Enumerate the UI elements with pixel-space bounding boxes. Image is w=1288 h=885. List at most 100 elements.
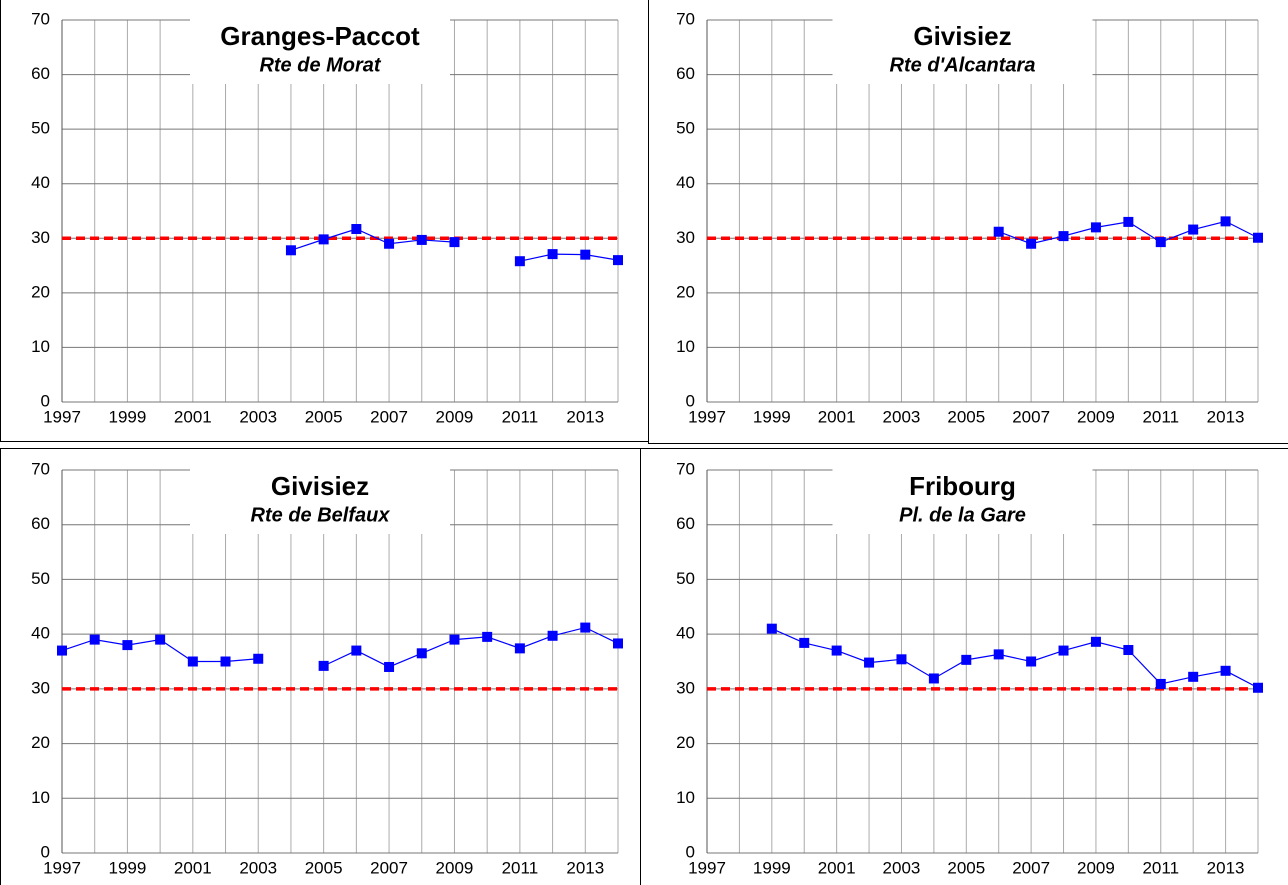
data-point — [285, 245, 296, 256]
x-tick-label: 2005 — [305, 858, 343, 877]
x-tick-label: 1997 — [688, 858, 726, 877]
x-tick-label: 2009 — [1077, 407, 1115, 426]
x-tick-label: 2007 — [370, 407, 408, 426]
y-tick-label: 0 — [686, 391, 695, 410]
data-point — [896, 654, 907, 665]
data-point — [799, 637, 810, 648]
chart-title: Granges-Paccot — [220, 21, 420, 51]
data-point — [416, 234, 427, 245]
x-tick-label: 2005 — [947, 858, 985, 877]
title-box — [190, 462, 450, 534]
data-point — [1253, 682, 1263, 693]
data-point — [1090, 636, 1101, 647]
y-tick-label: 60 — [31, 514, 50, 533]
y-tick-label: 70 — [676, 9, 695, 28]
y-tick-label: 20 — [676, 733, 695, 752]
y-tick-label: 50 — [676, 119, 695, 138]
y-tick-label: 10 — [676, 788, 695, 807]
title-box — [190, 12, 450, 84]
x-tick-label: 2011 — [502, 858, 539, 877]
data-point — [547, 249, 558, 260]
y-tick-label: 50 — [31, 569, 50, 588]
y-tick-label: 30 — [31, 228, 50, 247]
y-tick-label: 40 — [31, 173, 50, 192]
y-tick-label: 70 — [31, 459, 50, 478]
data-point — [1220, 216, 1231, 227]
x-tick-label: 2003 — [239, 858, 277, 877]
y-tick-label: 40 — [676, 173, 695, 192]
title-box — [832, 12, 1093, 84]
x-tick-label: 2005 — [305, 407, 343, 426]
data-point — [1253, 232, 1263, 243]
data-point — [613, 255, 623, 266]
data-point — [1058, 645, 1069, 656]
data-point — [1123, 216, 1134, 227]
data-point — [384, 661, 395, 672]
x-tick-label: 2013 — [566, 858, 604, 877]
data-point — [766, 623, 777, 634]
series-line — [771, 628, 1259, 689]
y-tick-label: 40 — [31, 624, 50, 643]
x-tick-label: 2007 — [1012, 407, 1050, 426]
chart-title: Givisiez — [271, 471, 369, 501]
data-point — [547, 630, 558, 641]
x-tick-label: 2009 — [1077, 858, 1115, 877]
x-tick-label: 2013 — [1207, 858, 1245, 877]
data-point — [449, 634, 460, 645]
x-tick-label: 1999 — [108, 407, 146, 426]
data-point — [864, 657, 875, 668]
x-tick-label: 2013 — [1207, 407, 1245, 426]
y-tick-label: 20 — [31, 282, 50, 301]
x-tick-label: 1997 — [43, 407, 81, 426]
x-tick-label: 2005 — [947, 407, 985, 426]
x-tick-label: 2009 — [436, 407, 474, 426]
y-tick-label: 50 — [31, 119, 50, 138]
data-point — [613, 638, 623, 649]
data-point — [253, 653, 264, 664]
data-point — [831, 645, 842, 656]
x-tick-label: 2003 — [883, 858, 921, 877]
chart-subtitle: Pl. de la Gare — [899, 504, 1026, 526]
data-point — [416, 648, 427, 659]
data-point — [482, 631, 493, 642]
data-point — [1155, 237, 1166, 248]
x-tick-label: 1999 — [753, 407, 791, 426]
y-tick-label: 70 — [676, 459, 695, 478]
series-line — [61, 626, 619, 668]
data-point — [89, 634, 100, 645]
y-tick-label: 10 — [31, 788, 50, 807]
data-point — [993, 226, 1004, 237]
x-tick-label: 1997 — [43, 858, 81, 877]
y-tick-label: 20 — [676, 282, 695, 301]
x-tick-label: 2003 — [883, 407, 921, 426]
data-point — [1058, 231, 1069, 242]
data-point — [351, 224, 362, 235]
x-tick-label: 2009 — [436, 858, 474, 877]
data-point — [993, 649, 1004, 660]
data-point — [351, 645, 362, 656]
y-tick-label: 50 — [676, 569, 695, 588]
x-tick-label: 2013 — [566, 407, 604, 426]
data-point — [449, 237, 460, 248]
y-tick-label: 20 — [31, 733, 50, 752]
chart-subtitle: Rte de Morat — [259, 54, 381, 76]
y-tick-label: 10 — [676, 337, 695, 356]
y-tick-label: 0 — [41, 842, 50, 861]
data-point — [1090, 222, 1101, 233]
x-tick-label: 2007 — [1012, 858, 1050, 877]
data-point — [122, 640, 133, 651]
x-tick-label: 2011 — [502, 407, 539, 426]
x-tick-label: 1997 — [688, 407, 726, 426]
chart-title: Fribourg — [909, 471, 1016, 501]
data-point — [155, 634, 166, 645]
data-point — [1188, 224, 1199, 235]
data-point — [961, 654, 972, 665]
x-tick-label: 2003 — [239, 407, 277, 426]
data-point — [1123, 645, 1134, 656]
y-tick-label: 0 — [686, 842, 695, 861]
data-point — [187, 656, 198, 667]
data-point — [1188, 671, 1199, 682]
data-point — [1155, 678, 1166, 689]
x-tick-label: 2001 — [174, 407, 212, 426]
